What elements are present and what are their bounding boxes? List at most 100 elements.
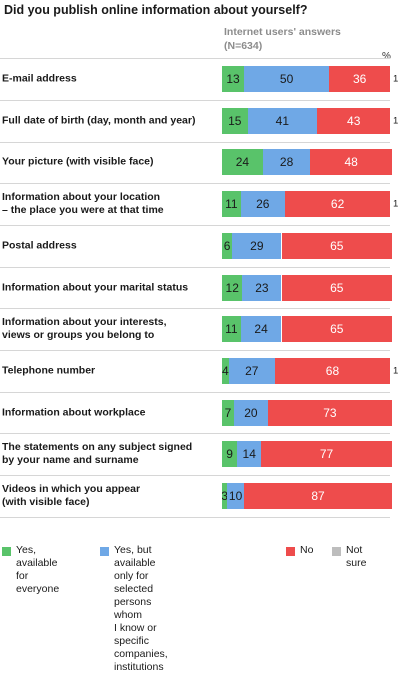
- bar-segment: 48: [310, 149, 392, 176]
- bar-value-label: 24: [235, 155, 250, 170]
- category-label: Telephone number: [2, 364, 96, 377]
- row-separator: [0, 266, 390, 268]
- row-separator: [0, 183, 390, 185]
- bar-value-label: 15: [228, 113, 242, 128]
- category-label: Information about your location – the pl…: [2, 191, 164, 217]
- bar-value-label: 11: [225, 322, 238, 337]
- bar-value-label: 24: [254, 322, 268, 337]
- stacked-bar-chart: E-mail address 13 50 36 1 Full date of birth …: [0, 58, 399, 518]
- legend-swatch: [286, 547, 295, 556]
- bar-segment: 12: [222, 274, 243, 301]
- bar-segment: 24: [240, 316, 282, 343]
- bar-value-label: 13: [226, 72, 240, 86]
- row-separator: [0, 99, 390, 101]
- bar-segment: 29: [232, 232, 282, 259]
- bar-value-label: 27: [245, 363, 259, 378]
- bar-value-label: 29: [250, 238, 264, 253]
- category-label: E-mail address: [2, 72, 77, 85]
- bar-value-label: 14: [242, 447, 256, 462]
- category-label: Information about your marital status: [2, 281, 189, 293]
- bar-segment: 65: [281, 274, 392, 301]
- bar-segment: 4: [222, 357, 229, 384]
- category-label: Postal address: [2, 239, 77, 252]
- category-label: Information about your interests, views …: [2, 316, 167, 342]
- bar-segment: 14: [237, 441, 262, 468]
- bar-value-label: 3: [222, 489, 228, 503]
- row-separator: [0, 391, 390, 393]
- bar-segment: 20: [233, 399, 268, 426]
- row-separator: [0, 350, 390, 352]
- bar-value-label: 7: [224, 405, 232, 420]
- row-separator: [0, 308, 390, 310]
- bar-value-label: 10: [228, 489, 243, 503]
- bar-value-label: 6: [223, 238, 231, 253]
- legend-swatch: [332, 547, 341, 556]
- bar-value-label: 62: [330, 197, 345, 212]
- legend-label: Not sure: [346, 544, 367, 569]
- bar-value-label: 23: [255, 280, 269, 295]
- bar-segment: 65: [281, 316, 392, 343]
- bar-segment: 11: [222, 316, 241, 343]
- bar-value-label: 36: [353, 72, 367, 86]
- row-separator: [0, 433, 390, 435]
- bar-value-label: 65: [330, 280, 344, 295]
- bar-segment: 10: [227, 483, 245, 509]
- row-separator: [0, 224, 390, 226]
- bar-segment: 28: [262, 149, 311, 176]
- bar-segment: 6: [222, 232, 233, 259]
- category-label: Your picture (with visible face): [2, 155, 154, 168]
- unit-label: %: [382, 51, 391, 62]
- category-label: Information about workplace: [2, 406, 146, 419]
- row-separator: [0, 475, 390, 477]
- bar-value-label: 68: [325, 363, 340, 378]
- bar-segment: 73: [267, 399, 392, 426]
- category-label: Videos in which you appear (with visible…: [2, 483, 141, 508]
- legend-swatch: [2, 547, 11, 556]
- bar-segment: 9: [222, 441, 238, 468]
- category-label: Full date of birth (day, month and year): [2, 114, 196, 127]
- bar-segment: 43: [317, 107, 391, 134]
- chart-subtitle: Internet users' answers (N=634): [224, 26, 341, 52]
- bar-segment: 13: [222, 66, 245, 92]
- bar-value-label: 26: [256, 197, 270, 212]
- bar-value-label: 41: [275, 113, 290, 128]
- bar-value-label: 9: [226, 447, 233, 462]
- category-label: The statements on any subject signed by …: [2, 441, 193, 467]
- bar-segment: 24: [222, 149, 263, 176]
- bar-value-label: 48: [344, 155, 358, 170]
- bar-segment: 65: [281, 232, 392, 259]
- bar-value-label: 73: [323, 405, 337, 420]
- bar-value-label: 12: [225, 280, 239, 295]
- bar-value-label: 77: [319, 447, 334, 462]
- bar-value-label: 4: [222, 363, 229, 378]
- bar-value-label: 11: [225, 197, 238, 212]
- bar-segment: 11: [222, 191, 241, 218]
- bar-segment: 41: [247, 107, 318, 134]
- legend-swatch: [100, 547, 109, 556]
- row-separator: [0, 141, 390, 143]
- bar-value-label: 20: [244, 405, 258, 420]
- bar-value-label: 65: [330, 238, 344, 253]
- bar-value-label: 65: [330, 322, 344, 337]
- legend: Yes, available for everyone Yes, but avai…: [2, 544, 398, 673]
- legend-label: Yes, available for everyone: [16, 544, 60, 595]
- not-sure-value-label: 1: [393, 198, 399, 210]
- bar-segment: 3: [222, 483, 228, 509]
- bar-segment: 87: [244, 483, 392, 509]
- chart-title: Did you publish online information about…: [4, 3, 308, 17]
- bar-value-label: 28: [279, 155, 294, 170]
- bar-segment: 68: [274, 357, 391, 384]
- bar-segment: 26: [240, 191, 285, 218]
- bar-value-label: 50: [279, 72, 294, 86]
- bar-segment: 77: [261, 441, 392, 468]
- bar-segment: 50: [244, 66, 330, 92]
- bar-value-label: 43: [347, 113, 361, 128]
- bar-segment: 62: [284, 191, 391, 218]
- legend-label: No: [300, 544, 314, 556]
- not-sure-value-label: 1: [393, 115, 399, 127]
- row-separator: [0, 58, 390, 60]
- legend-label: Yes, but available only for selected per…: [114, 544, 168, 673]
- row-separator: [0, 516, 390, 518]
- bar-segment: 27: [228, 357, 275, 384]
- bar-segment: 15: [222, 107, 248, 134]
